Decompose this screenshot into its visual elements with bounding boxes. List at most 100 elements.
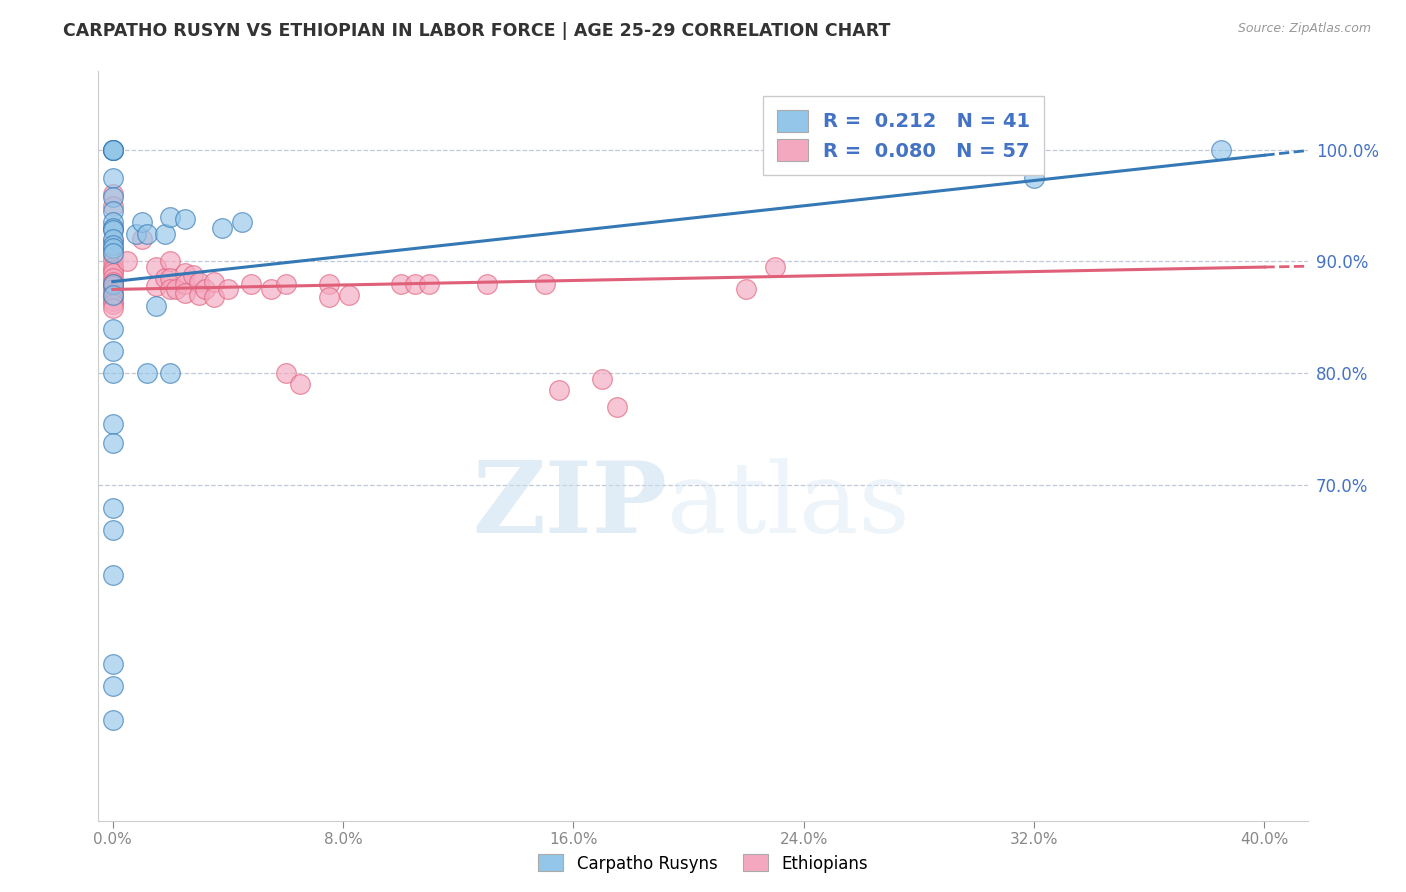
Point	[125, 227, 148, 241]
Point	[131, 232, 153, 246]
Point	[101, 288, 124, 302]
Point	[101, 204, 124, 219]
Point	[101, 215, 124, 229]
Legend: R =  0.212   N = 41, R =  0.080   N = 57: R = 0.212 N = 41, R = 0.080 N = 57	[763, 96, 1043, 175]
Point	[159, 210, 181, 224]
Point	[159, 367, 181, 381]
Point	[202, 275, 225, 289]
Point	[606, 400, 628, 414]
Point	[101, 293, 124, 308]
Point	[101, 223, 124, 237]
Point	[763, 260, 786, 274]
Point	[101, 241, 124, 255]
Point	[101, 254, 124, 268]
Point	[173, 266, 195, 280]
Text: ZIP: ZIP	[472, 458, 666, 555]
Point	[101, 417, 124, 431]
Point	[231, 215, 253, 229]
Point	[101, 170, 124, 185]
Point	[101, 321, 124, 335]
Text: CARPATHO RUSYN VS ETHIOPIAN IN LABOR FORCE | AGE 25-29 CORRELATION CHART: CARPATHO RUSYN VS ETHIOPIAN IN LABOR FOR…	[63, 22, 890, 40]
Point	[101, 143, 124, 157]
Point	[288, 377, 311, 392]
Point	[101, 237, 124, 252]
Point	[404, 277, 426, 291]
Point	[418, 277, 440, 291]
Point	[183, 268, 205, 282]
Point	[101, 367, 124, 381]
Point	[101, 189, 124, 203]
Point	[101, 221, 124, 235]
Point	[101, 143, 124, 157]
Point	[533, 277, 555, 291]
Point	[101, 244, 124, 258]
Point	[101, 343, 124, 358]
Point	[101, 232, 124, 246]
Point	[136, 367, 159, 381]
Point	[101, 235, 124, 249]
Point	[735, 282, 758, 296]
Point	[1211, 143, 1233, 157]
Point	[240, 277, 263, 291]
Point	[101, 435, 124, 450]
Point	[153, 227, 176, 241]
Point	[101, 143, 124, 157]
Point	[475, 277, 498, 291]
Point	[318, 290, 340, 304]
Point	[159, 271, 181, 285]
Point	[337, 288, 360, 302]
Point	[101, 187, 124, 202]
Point	[173, 211, 195, 226]
Point	[131, 215, 153, 229]
Point	[101, 285, 124, 300]
Point	[101, 271, 124, 285]
Point	[274, 367, 297, 381]
Point	[591, 372, 613, 386]
Point	[165, 282, 187, 296]
Point	[101, 282, 124, 296]
Point	[318, 277, 340, 291]
Point	[101, 523, 124, 537]
Legend: Carpatho Rusyns, Ethiopians: Carpatho Rusyns, Ethiopians	[531, 847, 875, 880]
Point	[145, 299, 167, 313]
Point	[153, 271, 176, 285]
Point	[202, 290, 225, 304]
Point	[101, 275, 124, 289]
Point	[217, 282, 239, 296]
Point	[101, 245, 124, 260]
Point	[101, 567, 124, 582]
Point	[211, 221, 233, 235]
Point	[101, 713, 124, 727]
Point	[101, 500, 124, 515]
Point	[159, 282, 181, 296]
Point	[101, 143, 124, 157]
Point	[548, 383, 571, 397]
Point	[1022, 170, 1045, 185]
Point	[101, 198, 124, 212]
Point	[101, 263, 124, 277]
Point	[101, 266, 124, 280]
Point	[101, 301, 124, 316]
Point	[101, 680, 124, 694]
Point	[260, 282, 283, 296]
Point	[101, 221, 124, 235]
Point	[145, 260, 167, 274]
Point	[101, 277, 124, 291]
Point	[101, 297, 124, 311]
Point	[194, 282, 217, 296]
Point	[274, 277, 297, 291]
Point	[101, 260, 124, 274]
Point	[145, 279, 167, 293]
Point	[101, 249, 124, 263]
Point	[159, 254, 181, 268]
Point	[101, 279, 124, 293]
Point	[115, 254, 138, 268]
Point	[101, 657, 124, 671]
Point	[389, 277, 412, 291]
Text: Source: ZipAtlas.com: Source: ZipAtlas.com	[1237, 22, 1371, 36]
Point	[136, 227, 159, 241]
Point	[173, 285, 195, 300]
Point	[101, 290, 124, 304]
Text: atlas: atlas	[666, 458, 910, 554]
Point	[101, 277, 124, 291]
